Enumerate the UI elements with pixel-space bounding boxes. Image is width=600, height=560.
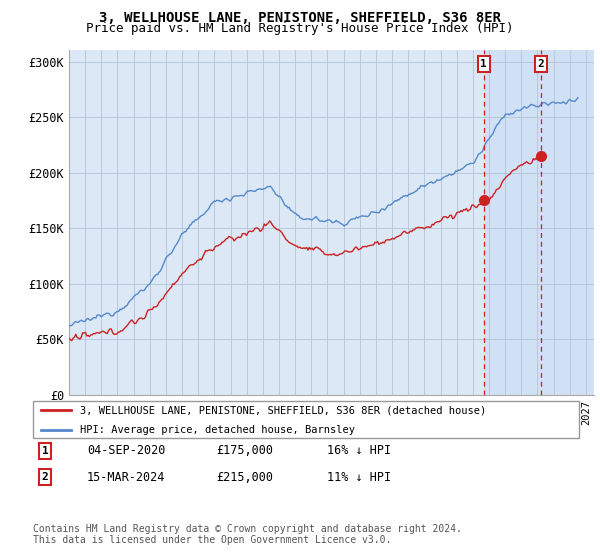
- Text: 15-MAR-2024: 15-MAR-2024: [87, 470, 166, 484]
- Text: £215,000: £215,000: [216, 470, 273, 484]
- Text: 1: 1: [41, 446, 49, 456]
- Text: 1: 1: [480, 59, 487, 69]
- Text: 11% ↓ HPI: 11% ↓ HPI: [327, 470, 391, 484]
- Text: £175,000: £175,000: [216, 444, 273, 458]
- Bar: [541, 50, 594, 395]
- Text: 3, WELLHOUSE LANE, PENISTONE, SHEFFIELD, S36 8ER: 3, WELLHOUSE LANE, PENISTONE, SHEFFIELD,…: [99, 11, 501, 25]
- Text: Price paid vs. HM Land Registry's House Price Index (HPI): Price paid vs. HM Land Registry's House …: [86, 22, 514, 35]
- FancyBboxPatch shape: [33, 402, 579, 437]
- Text: 16% ↓ HPI: 16% ↓ HPI: [327, 444, 391, 458]
- Text: 2: 2: [538, 59, 544, 69]
- Bar: [484, 50, 594, 395]
- Text: 04-SEP-2020: 04-SEP-2020: [87, 444, 166, 458]
- Text: 2: 2: [41, 472, 49, 482]
- Text: Contains HM Land Registry data © Crown copyright and database right 2024.
This d: Contains HM Land Registry data © Crown c…: [33, 524, 462, 545]
- Text: HPI: Average price, detached house, Barnsley: HPI: Average price, detached house, Barn…: [80, 425, 355, 435]
- Text: 3, WELLHOUSE LANE, PENISTONE, SHEFFIELD, S36 8ER (detached house): 3, WELLHOUSE LANE, PENISTONE, SHEFFIELD,…: [80, 405, 486, 416]
